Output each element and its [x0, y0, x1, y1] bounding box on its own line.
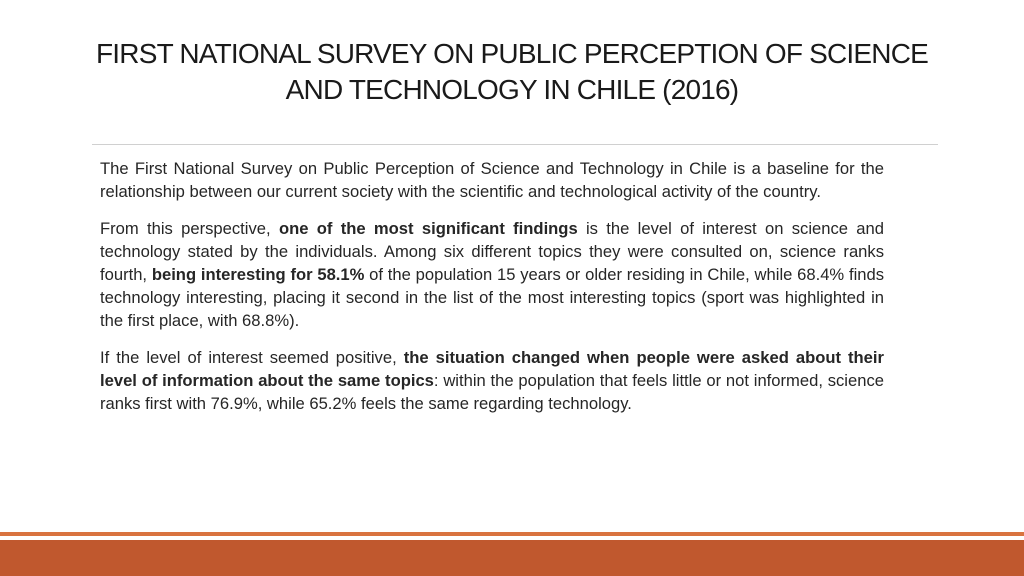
- paragraph-2-highlight-2: being interesting for 58.1%: [151, 265, 365, 284]
- footer-accent-band: [0, 540, 1024, 576]
- paragraph-3-text-a: If the level of interest seemed positive…: [100, 348, 404, 367]
- paragraph-2-text-a: From this perspective,: [100, 219, 279, 238]
- footer-accent-line: [0, 532, 1024, 536]
- paragraph-2-highlight-1: one of the most significant findings: [278, 219, 578, 238]
- paragraph-3-highlight: the situation changed when people were a…: [100, 348, 884, 390]
- slide-title: FIRST NATIONAL SURVEY ON PUBLIC PERCEPTI…: [60, 36, 964, 108]
- slide-title-line-2: AND TECHNOLOGY IN CHILE (2016): [285, 74, 739, 105]
- paragraph-2-text-c: is the level of interest on science and …: [100, 219, 884, 284]
- slide-body: The First National Survey on Public Perc…: [100, 157, 884, 429]
- paragraph-1-text: The First National Survey on Public Perc…: [100, 159, 884, 201]
- slide-title-line-1: FIRST NATIONAL SURVEY ON PUBLIC PERCEPTI…: [96, 38, 929, 69]
- paragraph-1: The First National Survey on Public Perc…: [100, 157, 884, 203]
- paragraph-2-text-e: of the population 15 years or older resi…: [100, 265, 885, 330]
- paragraph-3: If the level of interest seemed positive…: [100, 346, 884, 415]
- paragraph-2: From this perspective, one of the most s…: [100, 217, 884, 332]
- title-divider: [92, 144, 938, 145]
- paragraph-3-text-c: : within the population that feels littl…: [100, 371, 884, 413]
